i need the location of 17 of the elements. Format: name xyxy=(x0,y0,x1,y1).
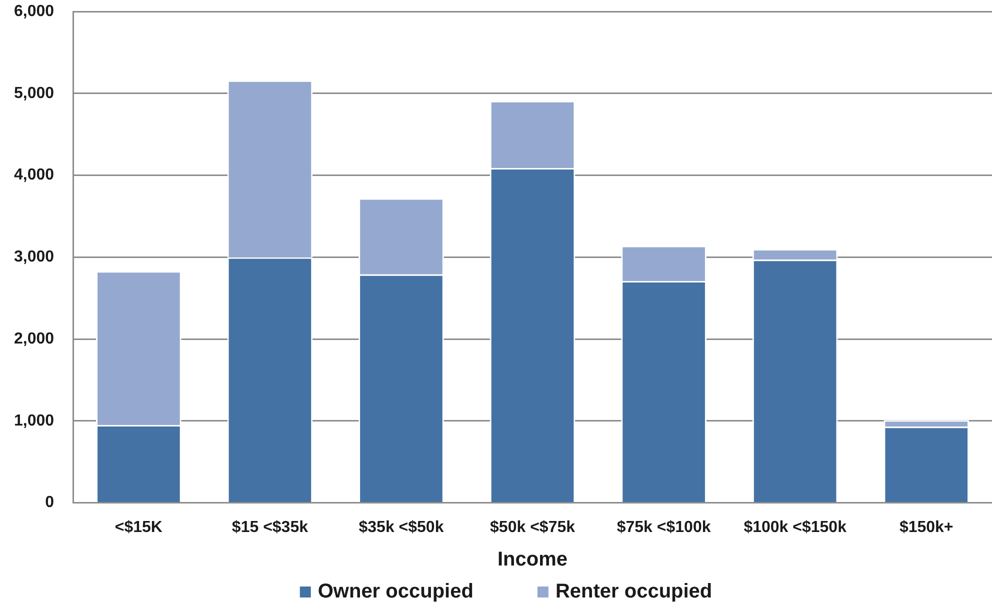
y-tick-label: 0 xyxy=(45,494,54,512)
x-axis-title: Income xyxy=(498,548,568,571)
y-tick-label: 4,000 xyxy=(14,166,54,184)
x-tick-label: <$15K xyxy=(114,518,163,536)
y-tick-label: 1,000 xyxy=(14,412,54,430)
y-tick-label: 5,000 xyxy=(14,84,54,102)
y-tick-label: 6,000 xyxy=(14,3,54,20)
x-tick-label: $100k <$150k xyxy=(744,518,847,536)
legend-label: Owner occupied xyxy=(318,580,474,603)
x-tick-label: $150k+ xyxy=(899,518,954,536)
y-tick-label: 2,000 xyxy=(14,330,54,348)
y-tick-label: 3,000 xyxy=(14,248,54,266)
x-tick-label: $15 <$35k xyxy=(232,518,308,536)
x-tick-label: $50k <$75k xyxy=(490,518,576,536)
x-tick-label: $75k <$100k xyxy=(616,518,711,536)
x-tick-label: $35k <$50k xyxy=(358,518,444,536)
legend-label: Renter occupied xyxy=(555,580,712,603)
